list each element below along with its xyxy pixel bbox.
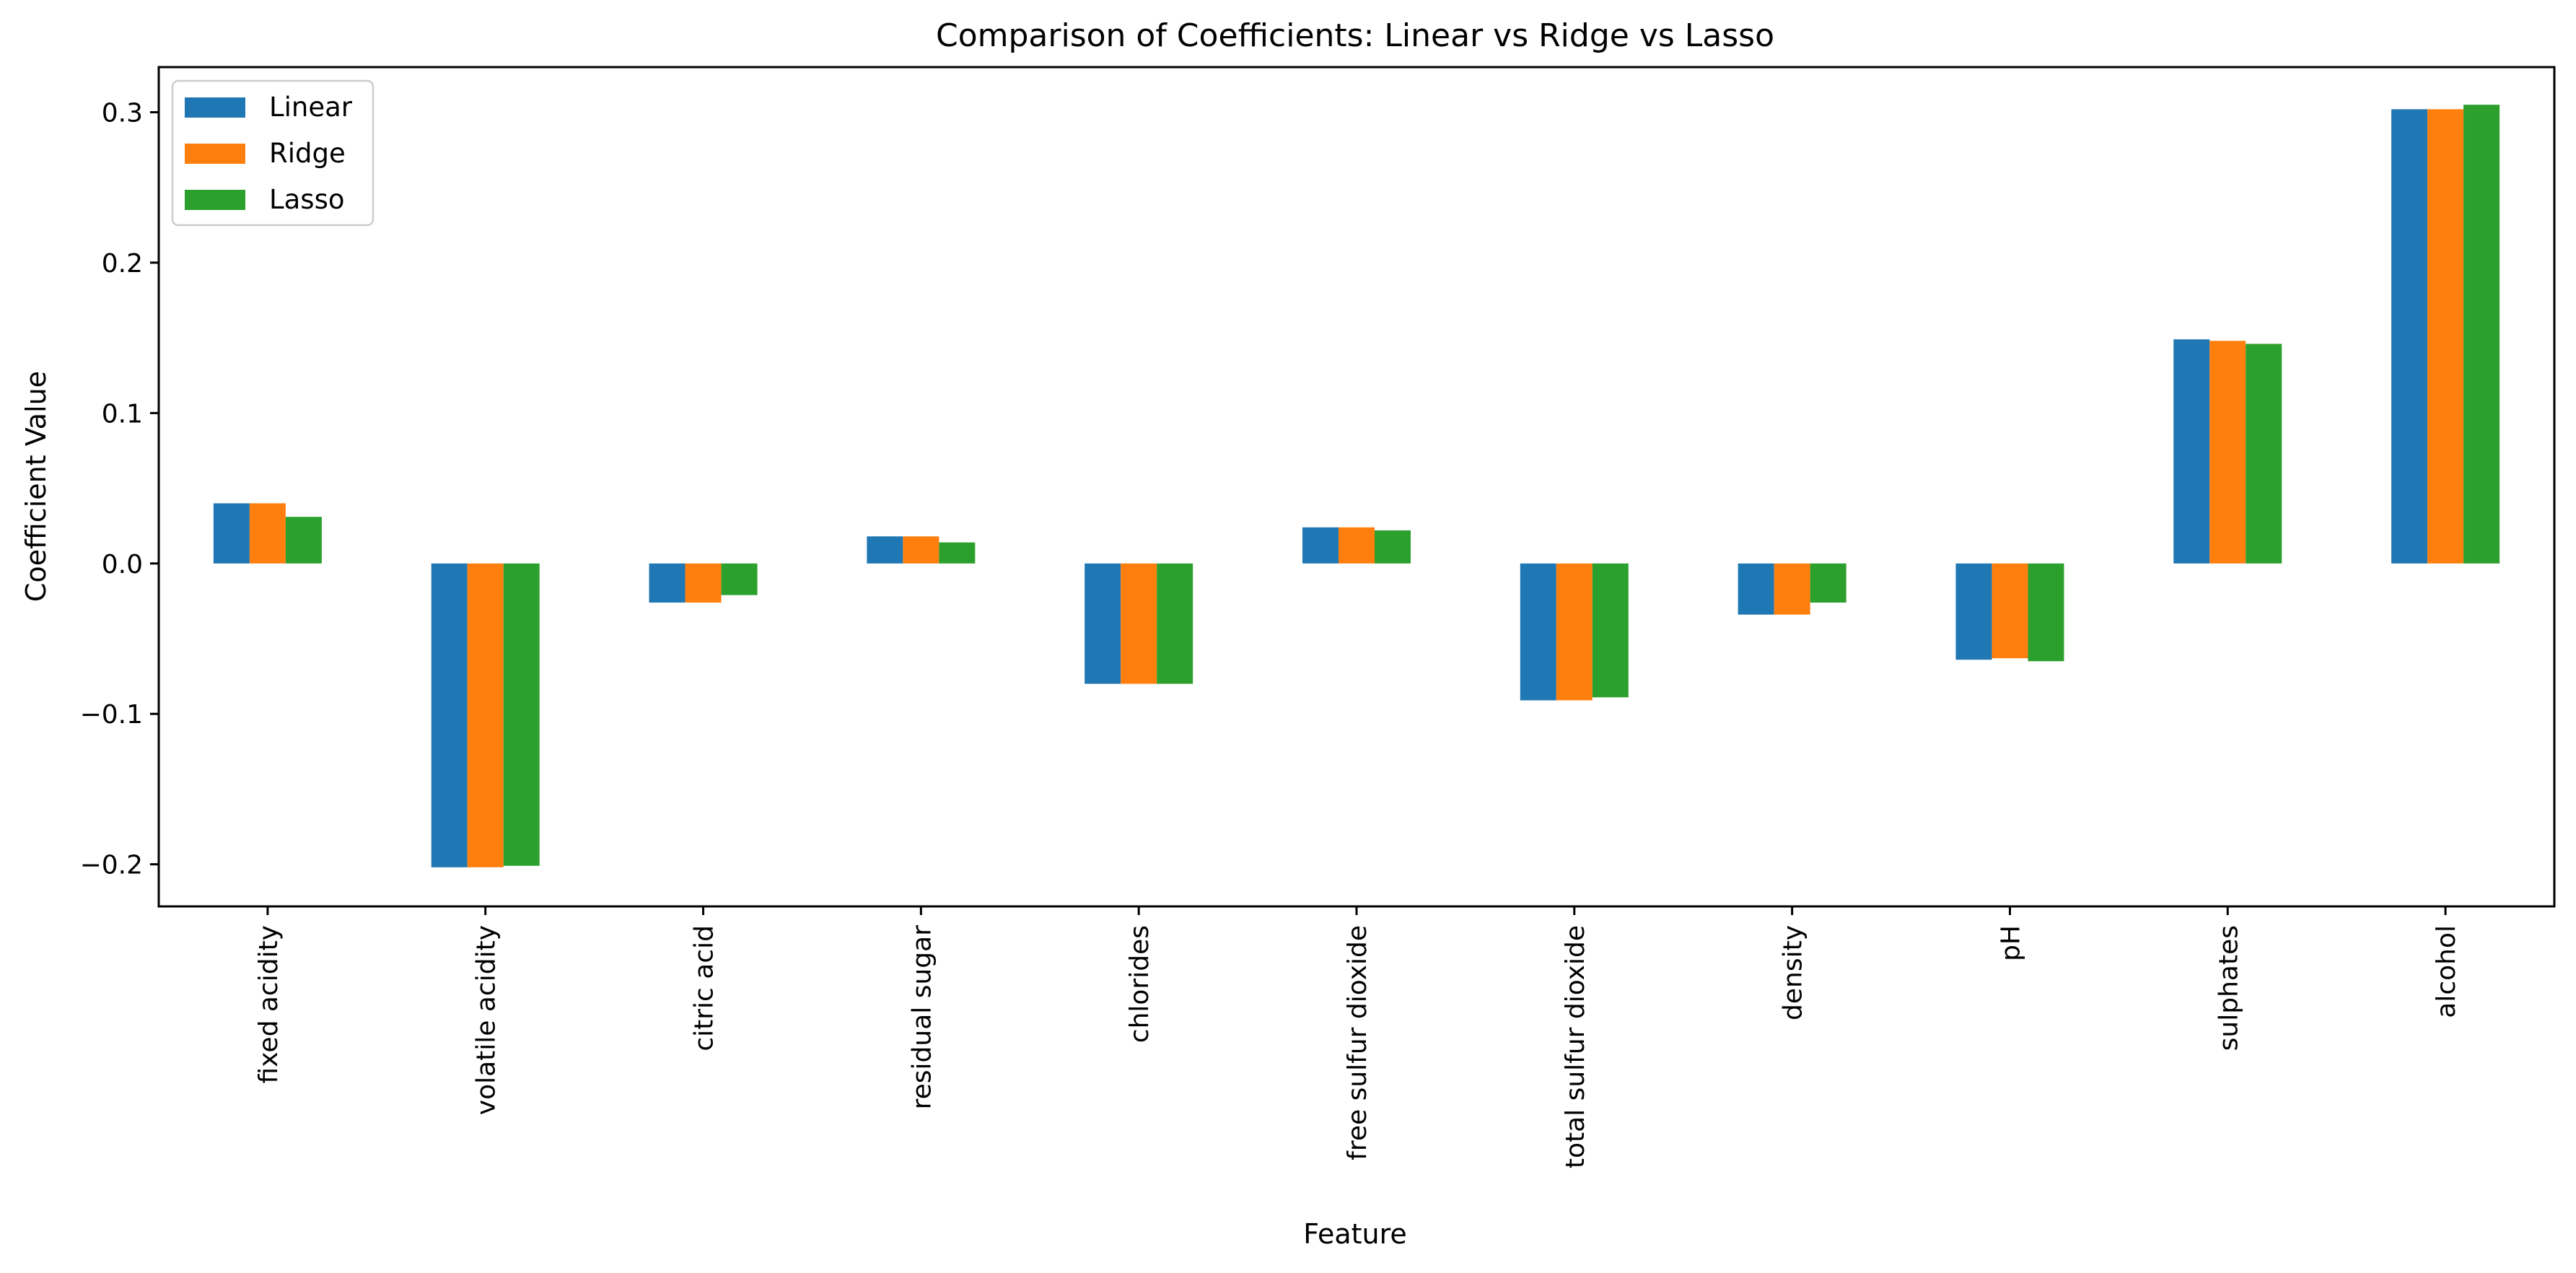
bar-ridge-1 [467,563,504,867]
x-tick-label: volatile acidity [472,925,501,1115]
y-tick-label: −0.2 [80,851,143,880]
bar-ridge-3 [903,536,939,564]
bar-ridge-0 [249,503,286,564]
x-tick-label: alcohol [2432,925,2461,1018]
bar-lasso-4 [1157,563,1193,684]
bar-linear-8 [1955,563,1992,660]
bar-linear-4 [1085,563,1121,684]
x-tick-label: sulphates [2214,925,2243,1051]
x-axis-label: Feature [1303,1218,1407,1250]
bar-linear-5 [1302,527,1339,564]
bar-ridge-7 [1774,563,1810,615]
x-tick-label: free sulfur dioxide [1343,925,1372,1160]
legend: Linear Ridge Lasso [171,79,374,227]
bar-linear-9 [2173,339,2210,564]
y-tick-label: 0.3 [102,99,143,128]
legend-swatch-lasso [185,190,245,210]
y-tick-label: −0.1 [80,700,143,730]
bar-linear-1 [431,563,468,867]
y-axis: −0.2 −0.1 0.0 0.1 0.2 0.3 [80,99,159,880]
x-tick-label: citric acid [690,925,719,1051]
x-tick-label: fixed acidity [254,925,284,1083]
bar-lasso-5 [1375,530,1411,564]
legend-swatch-ridge [185,144,245,164]
legend-label-ridge: Ridge [269,138,346,169]
x-tick-label: pH [1996,925,2025,961]
bar-linear-10 [2391,109,2428,564]
bar-lasso-1 [503,563,540,866]
x-tick-label: residual sugar [907,925,937,1110]
bar-lasso-3 [939,542,976,564]
bar-linear-3 [867,536,903,564]
bar-ridge-4 [1121,563,1157,684]
x-axis: fixed acidity volatile acidity citric acid… [254,906,2461,1168]
y-tick-label: 0.2 [102,249,143,279]
bar-linear-0 [213,503,250,564]
bar-ridge-10 [2427,109,2464,564]
x-tick-label: total sulfur dioxide [1561,925,1590,1168]
bar-lasso-2 [721,563,758,595]
legend-swatch-linear [185,97,245,118]
y-tick-label: 0.0 [102,550,143,579]
bar-lasso-10 [2463,105,2500,564]
x-tick-label: chlorides [1125,925,1155,1043]
bar-linear-7 [1738,563,1774,615]
chart-title: Comparison of Coefficients: Linear vs Ri… [936,17,1774,54]
bar-ridge-9 [2209,341,2246,564]
legend-label-lasso: Lasso [269,184,344,215]
bar-lasso-8 [2028,563,2064,662]
bar-ridge-5 [1339,527,1375,564]
y-axis-label: Coefficient Value [20,371,52,602]
bar-linear-6 [1520,563,1556,701]
legend-label-linear: Linear [269,92,353,123]
bar-ridge-8 [1992,563,2028,659]
y-tick-label: 0.1 [102,399,143,429]
bar-lasso-0 [285,517,322,564]
bar-ridge-6 [1556,563,1593,701]
bar-lasso-6 [1592,563,1629,698]
bar-linear-2 [649,563,685,603]
x-tick-label: density [1779,925,1808,1020]
bar-lasso-9 [2246,344,2282,564]
bars-group [213,105,2500,867]
bar-ridge-2 [685,563,722,603]
bar-lasso-7 [1810,563,1846,603]
